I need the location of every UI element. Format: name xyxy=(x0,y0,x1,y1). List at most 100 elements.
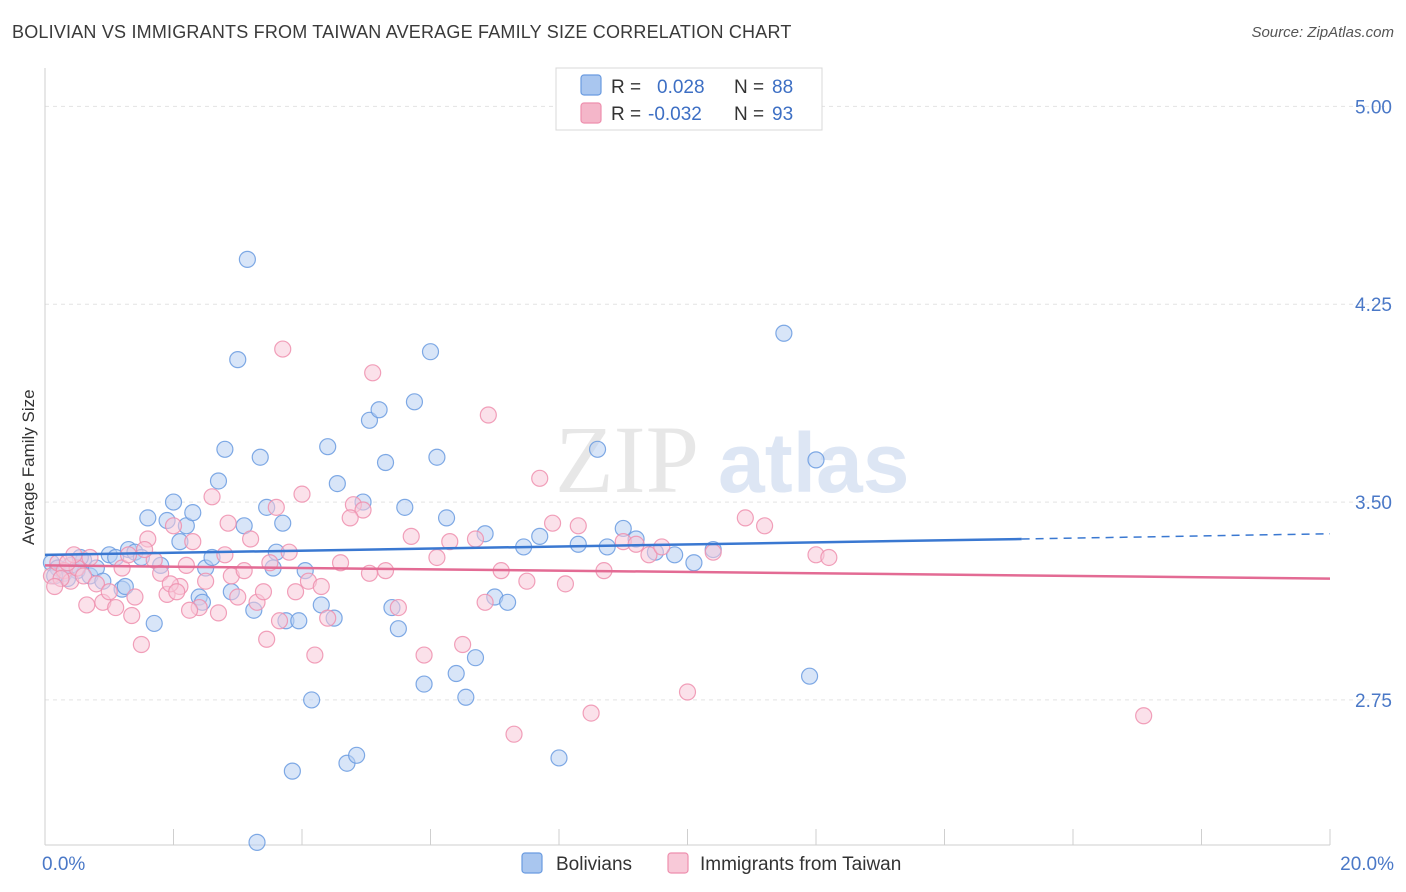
point-s1-19 xyxy=(164,517,183,535)
point-s1-50 xyxy=(402,527,420,545)
y-tick-labels: 2.75 3.50 4.25 5.00 xyxy=(1355,97,1392,712)
point-s1-86 xyxy=(476,593,494,611)
legend-r-label-bolivians: R = xyxy=(611,77,641,98)
point-s1-89 xyxy=(135,540,154,559)
point-s1-88 xyxy=(341,509,359,527)
point-s1-63 xyxy=(569,517,587,535)
point-s1-85 xyxy=(258,630,276,648)
y-tick-label-1: 3.50 xyxy=(1355,493,1392,514)
point-s1-7 xyxy=(87,575,106,593)
point-s0-54 xyxy=(396,498,414,516)
point-s1-5 xyxy=(74,567,93,585)
point-s0-51 xyxy=(376,453,395,472)
point-s1-73 xyxy=(755,517,774,535)
y-tick-label-2: 4.25 xyxy=(1355,295,1392,316)
point-s1-90 xyxy=(168,583,186,601)
point-s1-52 xyxy=(428,548,446,567)
point-s1-55 xyxy=(466,530,485,548)
point-s1-9 xyxy=(100,583,118,601)
point-s0-33 xyxy=(251,448,269,466)
watermark-zip: ZIP xyxy=(555,406,699,513)
point-s0-40 xyxy=(290,612,308,630)
series-legend-label-taiwan: Immigrants from Taiwan xyxy=(700,854,901,875)
point-s1-59 xyxy=(518,572,536,590)
trend-line-bolivians xyxy=(44,537,1022,557)
point-s1-39 xyxy=(293,485,311,503)
y-axis-label: Average Family Size xyxy=(19,389,38,545)
point-s0-83 xyxy=(116,577,134,596)
point-s0-65 xyxy=(499,593,517,611)
legend-n-value-taiwan: 93 xyxy=(772,104,793,125)
point-s0-69 xyxy=(569,535,587,553)
point-s1-42 xyxy=(312,577,330,596)
series-1-points xyxy=(42,340,1153,743)
point-s0-37 xyxy=(274,514,292,532)
series-legend: Bolivians Immigrants from Taiwan xyxy=(521,852,901,875)
point-s1-22 xyxy=(184,533,202,551)
legend-n-label-bolivians: N = xyxy=(734,77,764,98)
point-s1-14 xyxy=(132,635,150,654)
legend-n-value-bolivians: 88 xyxy=(772,77,793,98)
point-s1-56 xyxy=(479,406,497,424)
point-s0-53 xyxy=(389,620,407,638)
point-s0-68 xyxy=(550,749,568,767)
point-s0-80 xyxy=(775,324,793,342)
point-s0-62 xyxy=(466,649,485,667)
point-s0-39 xyxy=(283,762,301,780)
point-s0-22 xyxy=(184,504,202,522)
x-tick-label-1: 20.0% xyxy=(1340,854,1394,875)
point-s1-68 xyxy=(640,546,658,564)
point-s1-48 xyxy=(376,562,395,580)
y-tick-label-3: 5.00 xyxy=(1355,97,1392,118)
x-tick-labels: 0.0% 20.0% xyxy=(42,854,1394,875)
x-tick-label-0: 0.0% xyxy=(42,854,85,875)
point-s1-24 xyxy=(197,572,215,590)
point-s1-62 xyxy=(556,575,575,593)
point-s1-21 xyxy=(177,556,195,574)
point-s1-78 xyxy=(180,601,199,619)
point-s1-27 xyxy=(216,546,234,564)
point-s1-80 xyxy=(78,596,96,614)
point-s1-30 xyxy=(235,562,253,580)
point-s1-36 xyxy=(274,340,292,358)
point-s0-19 xyxy=(164,493,183,511)
point-s1-38 xyxy=(286,583,305,601)
watermark: ZIP atlas xyxy=(555,406,909,513)
point-s0-45 xyxy=(328,475,346,493)
point-s0-55 xyxy=(405,393,424,411)
point-s0-60 xyxy=(447,664,465,683)
trend-lines xyxy=(44,532,1331,580)
point-s1-29 xyxy=(229,588,247,606)
point-s1-43 xyxy=(319,609,337,627)
point-s0-75 xyxy=(666,546,684,564)
point-s1-69 xyxy=(653,538,671,556)
point-s0-29 xyxy=(229,351,247,369)
trend-line-taiwan xyxy=(44,564,1331,580)
point-s1-44 xyxy=(331,554,350,572)
point-s0-50 xyxy=(370,401,388,419)
point-s0-76 xyxy=(685,554,703,572)
point-s1-92 xyxy=(58,554,77,572)
point-s0-79 xyxy=(807,451,825,469)
point-s1-46 xyxy=(354,501,372,519)
point-s1-12 xyxy=(119,546,138,564)
point-s1-61 xyxy=(543,514,562,532)
point-s1-31 xyxy=(242,530,260,548)
point-s1-60 xyxy=(531,469,549,487)
point-s0-49 xyxy=(360,411,379,429)
y-tick-label-0: 2.75 xyxy=(1355,691,1392,712)
point-s1-25 xyxy=(203,488,221,506)
legend-n-label-taiwan: N = xyxy=(734,104,764,125)
point-s0-57 xyxy=(421,343,440,361)
point-s0-47 xyxy=(348,746,366,764)
point-s1-71 xyxy=(704,543,722,561)
point-s1-41 xyxy=(306,646,324,664)
point-s1-70 xyxy=(678,683,697,701)
point-s0-56 xyxy=(415,675,433,693)
point-s1-79 xyxy=(123,606,141,625)
point-s1-47 xyxy=(364,364,382,382)
point-s0-26 xyxy=(209,472,228,490)
point-s0-67 xyxy=(531,527,549,545)
data-points xyxy=(42,250,1153,851)
